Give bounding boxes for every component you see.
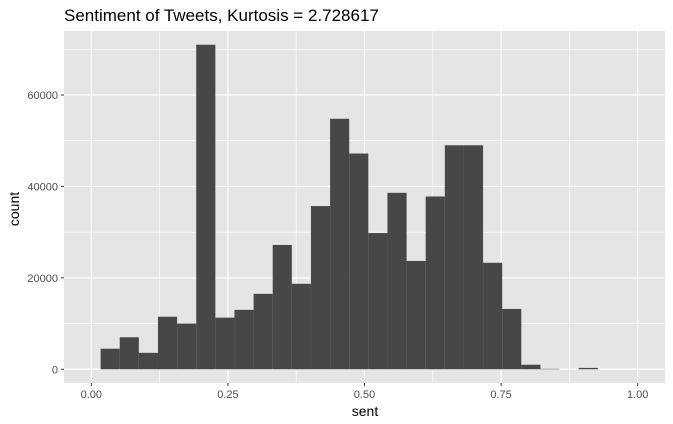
histogram-bar xyxy=(425,196,445,370)
x-tick-label: 0.25 xyxy=(217,389,238,401)
histogram-bar xyxy=(138,352,158,370)
y-axis-label: count xyxy=(6,192,22,226)
histogram-bar xyxy=(177,323,197,370)
histogram-bar xyxy=(157,316,178,370)
histogram-bars xyxy=(100,44,598,370)
x-tick-label: 0.50 xyxy=(354,389,375,401)
histogram-bar xyxy=(406,260,426,370)
histogram-bar xyxy=(368,233,388,370)
x-axis-label: sent xyxy=(352,403,379,419)
y-tick-label: 20000 xyxy=(27,273,58,285)
y-axis-ticks: 0 20000 40000 60000 xyxy=(27,90,64,376)
histogram-bar xyxy=(196,44,216,370)
x-axis-ticks: 0.00 0.25 0.50 0.75 1.00 xyxy=(81,383,648,401)
histogram-bar xyxy=(253,293,273,370)
x-tick-label: 1.00 xyxy=(627,389,648,401)
histogram-bar xyxy=(444,145,464,370)
histogram-bar xyxy=(502,308,522,370)
histogram-bar xyxy=(483,262,503,370)
histogram-bar xyxy=(100,348,120,370)
y-tick-label: 40000 xyxy=(27,181,58,193)
y-tick-label: 0 xyxy=(52,364,58,376)
histogram-bar xyxy=(119,337,139,370)
histogram-bar xyxy=(272,244,292,370)
histogram-bar xyxy=(578,367,598,370)
x-tick-label: 0.75 xyxy=(490,389,511,401)
histogram-bar xyxy=(234,309,254,370)
histogram-bar xyxy=(463,145,484,370)
chart-title: Sentiment of Tweets, Kurtosis = 2.728617 xyxy=(64,6,379,25)
x-tick-label: 0.00 xyxy=(81,389,102,401)
histogram-bar xyxy=(310,206,331,370)
histogram-bar xyxy=(349,153,369,370)
histogram-bar xyxy=(330,118,350,370)
histogram-bar xyxy=(291,283,311,370)
histogram-bar xyxy=(215,317,235,370)
y-tick-label: 60000 xyxy=(27,90,58,102)
histogram-bar xyxy=(521,364,541,370)
histogram-bar xyxy=(387,192,407,370)
